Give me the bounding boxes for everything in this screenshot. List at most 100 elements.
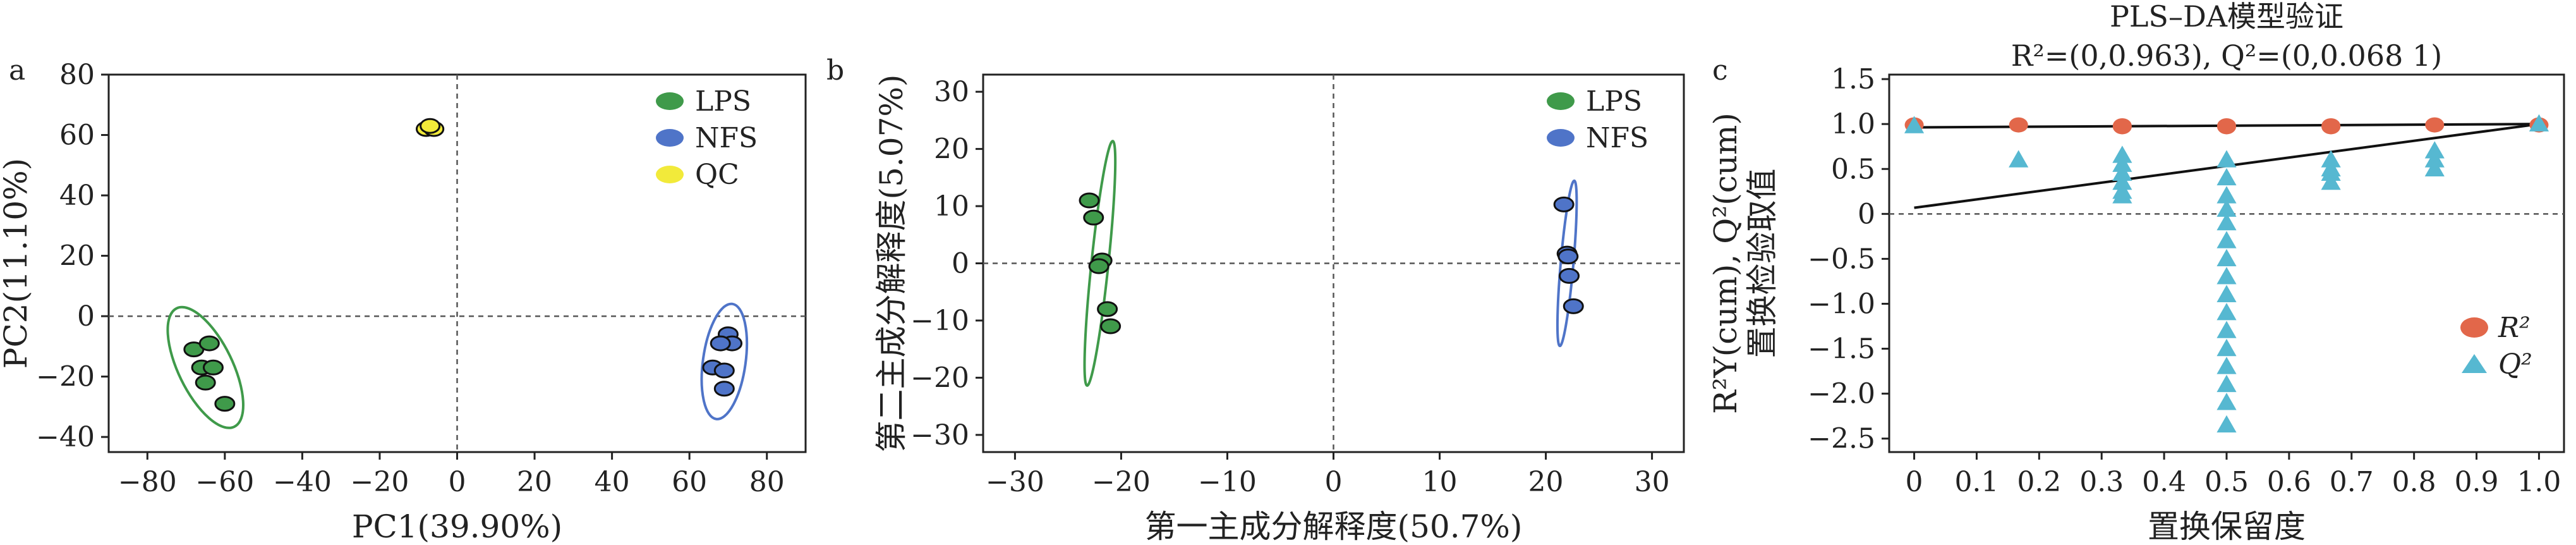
legend-label-qc: QC: [695, 159, 739, 191]
y-tick-label: 1.5: [1831, 63, 1875, 95]
data-point-lps: [198, 335, 220, 352]
data-point-lps: [1088, 258, 1110, 274]
y-tick-label: −2.5: [1808, 423, 1875, 455]
x-tick-label: 0: [1906, 466, 1923, 498]
data-point-nfs: [713, 362, 735, 379]
data-point-r2: [2425, 117, 2445, 133]
y-tick-label: −2.0: [1808, 378, 1875, 410]
panel-letter: a: [9, 54, 25, 87]
panel-letter: b: [826, 54, 844, 87]
data-point-lps: [1083, 209, 1104, 226]
data-point-q2: [2216, 321, 2237, 338]
data-point-qc: [420, 118, 441, 134]
x-tick-label: 10: [1422, 466, 1458, 498]
y-tick-label: 80: [59, 59, 95, 91]
panel-c: c 0 0.1 0.2 0.3 0.4 0.5 0.6 0.7 0.8 0.9 1.0 −2.5 −2.0…: [1707, 0, 2565, 545]
x-tick-label: 20: [517, 466, 552, 498]
y-tick-label: −20: [910, 362, 969, 394]
panel-letter: c: [1712, 54, 1728, 87]
data-point-q2: [2424, 141, 2445, 159]
x-tick-label: −20: [351, 466, 409, 498]
legend-marker-nfs: [1547, 129, 1575, 147]
data-point-r2: [2112, 119, 2132, 135]
data-point-q2: [2216, 393, 2237, 410]
y-tick-label: −1.0: [1808, 288, 1875, 320]
data-point-q2: [1904, 116, 1925, 133]
data-point-q2: [2216, 357, 2237, 374]
y-axis-label-line1: R²Y(cum), Q²(cum): [1707, 113, 1744, 414]
x-tick-label: 0: [1325, 466, 1343, 498]
data-point-q2: [2216, 374, 2237, 393]
chart-title: PLS–DA模型验证: [2110, 0, 2343, 34]
legend-label-r2: R²: [2498, 312, 2531, 344]
data-point-q2: [2321, 163, 2341, 181]
data-point-nfs: [1553, 196, 1575, 212]
y-tick-label: −30: [910, 419, 969, 451]
x-tick-label: 0.7: [2330, 466, 2374, 498]
legend-marker-qc: [656, 166, 684, 183]
x-tick-label: 0.8: [2392, 466, 2436, 498]
y-tick-label: 40: [59, 180, 95, 212]
legend-marker-nfs: [656, 129, 684, 147]
y-tick-label: −40: [36, 421, 95, 453]
data-point-q2: [2216, 303, 2237, 321]
x-tick-label: 0.6: [2267, 466, 2311, 498]
data-point-q2: [2112, 163, 2132, 181]
y-tick-label: 60: [59, 119, 95, 152]
x-tick-label: 0.5: [2204, 466, 2249, 498]
x-tick-label: −10: [1198, 466, 1257, 498]
data-point-q2: [2009, 150, 2029, 168]
data-point-r2: [2321, 119, 2341, 135]
x-tick-label: 0.9: [2455, 466, 2499, 498]
x-axis-label: 置换保留度: [2148, 508, 2306, 545]
data-point-q2: [2216, 415, 2237, 433]
y-tick-label: −1.5: [1808, 333, 1875, 365]
legend-marker-lps: [1547, 92, 1575, 110]
legend-marker-lps: [656, 92, 684, 110]
data-point-r2: [2009, 117, 2028, 133]
x-tick-label: 60: [672, 466, 707, 498]
data-point-lps: [1097, 301, 1118, 317]
data-point-q2: [2424, 159, 2445, 176]
x-tick-label: 1.0: [2517, 466, 2561, 498]
y-tick-label: −20: [36, 361, 95, 393]
y-axis-label: PC2(11.10%): [0, 158, 34, 369]
data-point-nfs: [1559, 267, 1580, 284]
data-point-q2: [2216, 186, 2237, 204]
data-point-q2: [2529, 114, 2549, 132]
x-tick-label: 40: [595, 466, 630, 498]
panel-b: b −30 −20 −10 0 10 20 30 −30 −20 −10 0 10 20 30 第一主成分解释…: [826, 54, 1685, 545]
legend-label-lps: LPS: [695, 85, 751, 118]
legend-marker-r2: [2460, 317, 2488, 338]
x-tick-label: 0.3: [2079, 466, 2124, 498]
data-point-q2: [2216, 212, 2237, 231]
confidence-ellipse-nfs: [1556, 179, 1578, 348]
x-tick-label: 80: [749, 466, 785, 498]
x-tick-label: 30: [1635, 466, 1670, 498]
data-point-lps: [202, 359, 224, 376]
data-point-nfs: [710, 335, 731, 352]
y-tick-label: 0: [1858, 198, 1875, 230]
legend-marker-q2: [2462, 354, 2487, 373]
data-point-q2: [2216, 285, 2237, 302]
chart-subtitle: R²=(0,0.963), Q²=(0,0.068 1): [2011, 39, 2442, 73]
legend-label-lps: LPS: [1586, 85, 1642, 118]
y-tick-label: 0.5: [1831, 153, 1875, 185]
x-tick-label: 0.4: [2142, 466, 2186, 498]
data-point-q2: [2216, 168, 2237, 186]
confidence-ellipse-nfs: [700, 302, 749, 420]
x-tick-label: −20: [1092, 466, 1151, 498]
x-tick-label: 0.1: [1954, 466, 1999, 498]
x-tick-label: −80: [118, 466, 177, 498]
data-point-q2: [2112, 172, 2132, 190]
panel-a: a −80 −60 −40 −20 0 20 40 60 80 −40 −20 0 20 40 60 80 PC1…: [0, 54, 807, 545]
x-tick-label: −30: [986, 466, 1044, 498]
y-tick-label: 0: [77, 300, 95, 333]
data-point-q2: [2216, 231, 2237, 248]
legend-label-nfs: NFS: [695, 122, 758, 154]
y-axis-label: 第二主成分解释度(5.07%): [873, 75, 910, 453]
data-point-lps: [1079, 192, 1100, 209]
data-point-lps: [195, 374, 216, 391]
